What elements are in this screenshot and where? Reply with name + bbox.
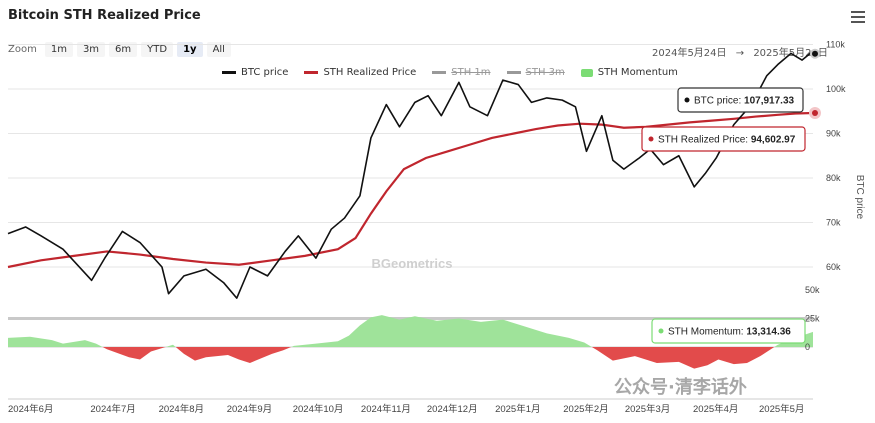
x-tick-label: 2024年10月 <box>293 403 344 415</box>
price-series <box>7 48 821 299</box>
tooltip-dot <box>648 136 654 142</box>
zoom-all-button[interactable]: All <box>206 42 231 57</box>
tooltip-box <box>677 87 804 113</box>
sth-marker <box>812 110 818 117</box>
momentum-tick-label: 50k <box>805 285 820 295</box>
legend-swatch <box>580 68 593 77</box>
y-axis-title: BTC price <box>854 175 865 220</box>
chart-title: Bitcoin STH Realized Price <box>8 8 201 23</box>
price-tick-label: 110k <box>826 40 845 50</box>
tooltips: BTC price: 107,917.33 STH Realized Price:… <box>641 87 806 344</box>
tooltip-text: STH Realized Price: 94,602.97 <box>658 135 796 146</box>
x-tick-label: 2024年9月 <box>227 403 272 415</box>
tooltip-dot <box>684 97 690 103</box>
x-tick-label: 2025年5月 <box>759 403 804 415</box>
price-tick-label: 100k <box>826 84 846 94</box>
x-tick-label: 2024年12月 <box>427 403 478 415</box>
legend-label: STH 1m <box>451 67 491 78</box>
zoom-bar: Zoom 1m 3m 6m YTD 1y All <box>8 42 231 57</box>
tooltip-box <box>641 126 806 152</box>
legend-item-sth-1m[interactable]: STH 1m <box>432 67 491 78</box>
legend-swatch <box>222 71 236 74</box>
legend-swatch <box>304 71 319 74</box>
tooltip-0: BTC price: 107,917.33 <box>677 87 804 113</box>
bgeometrics-watermark: BGeometrics <box>372 256 453 271</box>
price-tick-label: 90k <box>826 129 841 139</box>
zoom-label: Zoom <box>8 44 37 55</box>
legend-label: STH 3m <box>525 67 565 78</box>
legend-label: STH Momentum <box>597 67 678 78</box>
x-tick-label: 2025年1月 <box>495 403 540 415</box>
tooltip-1: STH Realized Price: 94,602.97 <box>641 126 806 152</box>
x-axis: 2024年6月 2024年7月 2024年8月 2024年9月 2024年10月 2024… <box>8 403 804 415</box>
tooltip-label: BTC price: <box>694 96 744 107</box>
tooltip-label: STH Momentum: <box>668 327 746 338</box>
legend: BTC price STH Realized Price STH 1m STH … <box>222 67 678 78</box>
range-from-input[interactable]: 2024年5月24日 <box>652 48 727 59</box>
momentum-tick-label: 25k <box>805 314 820 324</box>
legend-swatch <box>432 71 447 74</box>
zoom-ytd-button[interactable]: YTD <box>141 42 174 57</box>
wechat-watermark: 公众号·清李话外 <box>614 377 747 398</box>
tooltip-text: BTC price: 107,917.33 <box>694 96 795 107</box>
x-tick-label: 2024年6月 <box>8 403 53 415</box>
legend-item-sth-realized[interactable]: STH Realized Price <box>304 67 416 78</box>
x-tick-label: 2024年8月 <box>159 403 204 415</box>
legend-item-sth-3m[interactable]: STH 3m <box>506 67 565 78</box>
btc-price-line <box>7 50 814 299</box>
sth-realized-price-line <box>7 111 814 269</box>
legend-item-sth-momentum[interactable]: STH Momentum <box>580 67 678 78</box>
y-axis: 60k 70k 80k 90k 100k 110k 0 25k 50k <box>805 40 846 353</box>
legend-swatch <box>506 71 521 74</box>
x-tick-label: 2024年7月 <box>90 403 135 415</box>
tooltip-2: STH Momentum: 13,314.36 <box>651 318 806 344</box>
x-tick-label: 2024年11月 <box>361 403 411 415</box>
momentum-series <box>8 315 813 369</box>
zoom-1m-button[interactable]: 1m <box>44 42 73 57</box>
hamburger-menu-icon[interactable] <box>851 11 865 26</box>
tooltip-value: 13,314.36 <box>746 327 791 338</box>
range-arrow: → <box>735 48 745 59</box>
zoom-1y-button[interactable]: 1y <box>177 42 203 57</box>
tooltip-value: 107,917.33 <box>744 96 794 107</box>
tooltip-dot <box>658 328 664 334</box>
x-tick-label: 2025年3月 <box>625 403 670 415</box>
price-tick-label: 60k <box>826 262 841 272</box>
x-tick-label: 2025年2月 <box>563 403 608 415</box>
tooltip-label: STH Realized Price: <box>658 135 751 146</box>
momentum-negative-area <box>8 347 813 369</box>
momentum-positive-area <box>8 315 813 347</box>
legend-label: STH Realized Price <box>323 67 417 78</box>
zoom-3m-button[interactable]: 3m <box>76 42 106 57</box>
price-tick-label: 80k <box>826 173 841 183</box>
x-tick-label: 2025年4月 <box>693 403 738 415</box>
legend-item-btc-price[interactable]: BTC price <box>222 67 288 78</box>
btc-marker <box>812 50 818 57</box>
legend-label: BTC price <box>241 67 289 78</box>
tooltip-value: 94,602.97 <box>751 135 796 146</box>
momentum-tick-label: 0 <box>805 342 810 352</box>
zoom-6m-button[interactable]: 6m <box>109 42 138 57</box>
tooltip-text: STH Momentum: 13,314.36 <box>668 327 791 338</box>
price-tick-label: 70k <box>826 218 841 228</box>
tooltip-box <box>651 318 806 344</box>
